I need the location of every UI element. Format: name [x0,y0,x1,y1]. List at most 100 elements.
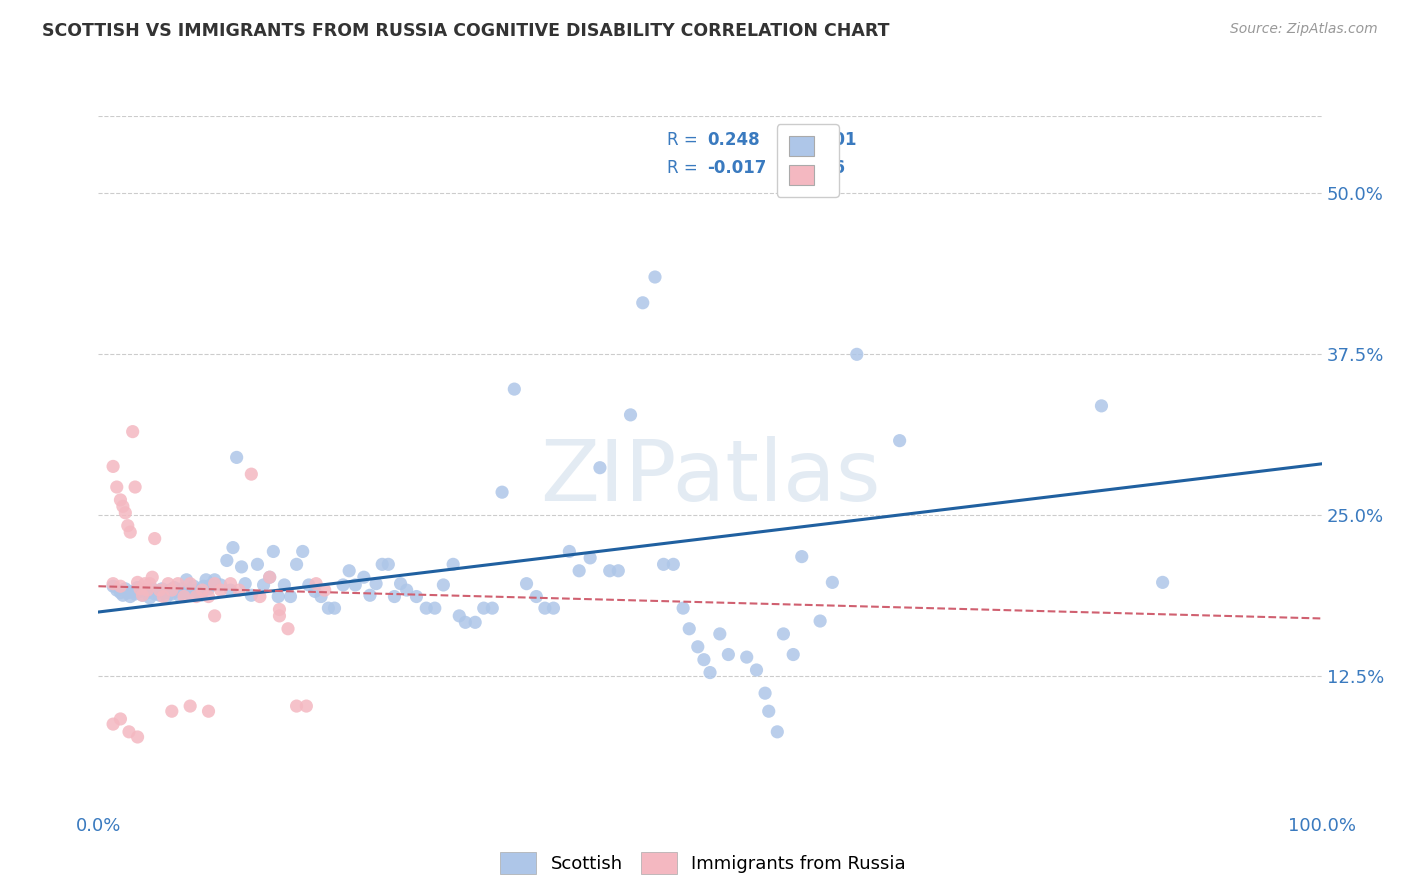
Point [543,601,565,615]
Point [782,648,804,662]
Point [491,485,513,500]
Point [619,408,641,422]
Point [464,615,486,630]
Point [149,588,172,602]
Point [1152,575,1174,590]
Point [524,590,547,604]
Point [240,588,263,602]
Point [131,588,153,602]
Point [432,578,454,592]
Text: R =: R = [668,159,703,178]
Point [183,579,205,593]
Point [273,578,295,592]
Point [589,460,612,475]
Point [364,576,387,591]
Point [111,588,134,602]
Point [652,558,675,572]
Point [204,608,226,623]
Point [267,590,290,604]
Point [225,450,247,465]
Point [631,295,654,310]
Point [173,585,195,599]
Point [337,564,360,578]
Point [177,583,200,598]
Point [353,570,375,584]
Point [152,590,174,604]
Point [129,584,152,599]
Point [249,590,271,604]
Point [269,602,291,616]
Point [389,576,412,591]
Point [117,585,139,599]
Point [558,544,581,558]
Point [204,573,226,587]
Text: Source: ZipAtlas.com: Source: ZipAtlas.com [1230,22,1378,37]
Point [197,590,219,604]
Text: N =: N = [783,131,820,149]
Point [131,588,153,602]
Point [114,506,136,520]
Text: -0.017: -0.017 [707,159,766,178]
Point [709,627,731,641]
Point [1090,399,1112,413]
Point [124,587,146,601]
Point [150,582,173,596]
Point [568,564,591,578]
Point [699,665,721,680]
Text: 56: 56 [823,159,845,178]
Point [808,614,831,628]
Point [754,686,776,700]
Point [124,480,146,494]
Point [193,579,215,593]
Point [441,558,464,572]
Point [167,588,190,602]
Point [195,573,218,587]
Point [156,590,179,604]
Text: 0.248: 0.248 [707,131,761,149]
Point [191,583,214,598]
Point [662,558,685,572]
Point [110,585,132,599]
Point [139,591,162,605]
Point [231,560,253,574]
Point [121,584,143,599]
Point [240,467,263,482]
Point [277,622,299,636]
Point [607,564,630,578]
Point [160,583,183,598]
Point [118,724,141,739]
Point [280,590,302,604]
Point [599,564,621,578]
Point [318,601,340,615]
Point [845,347,868,361]
Point [644,270,666,285]
Point [186,583,208,598]
Point [146,584,169,599]
Point [821,575,844,590]
Point [454,615,477,630]
Point [405,590,427,604]
Point [143,532,166,546]
Point [160,704,183,718]
Point [291,544,314,558]
Point [228,583,250,598]
Point [190,588,212,602]
Point [204,576,226,591]
Point [209,583,232,598]
Point [163,581,186,595]
Point [121,425,143,439]
Point [790,549,813,564]
Point [141,570,163,584]
Point [415,601,437,615]
Point [377,558,399,572]
Text: SCOTTISH VS IMMIGRANTS FROM RUSSIA COGNITIVE DISABILITY CORRELATION CHART: SCOTTISH VS IMMIGRANTS FROM RUSSIA COGNI… [42,22,890,40]
Point [215,553,238,567]
Point [153,585,176,599]
Point [262,544,284,558]
Point [772,627,794,641]
Point [179,699,201,714]
Point [766,724,789,739]
Point [160,587,183,601]
Point [127,575,149,590]
Point [136,585,159,599]
